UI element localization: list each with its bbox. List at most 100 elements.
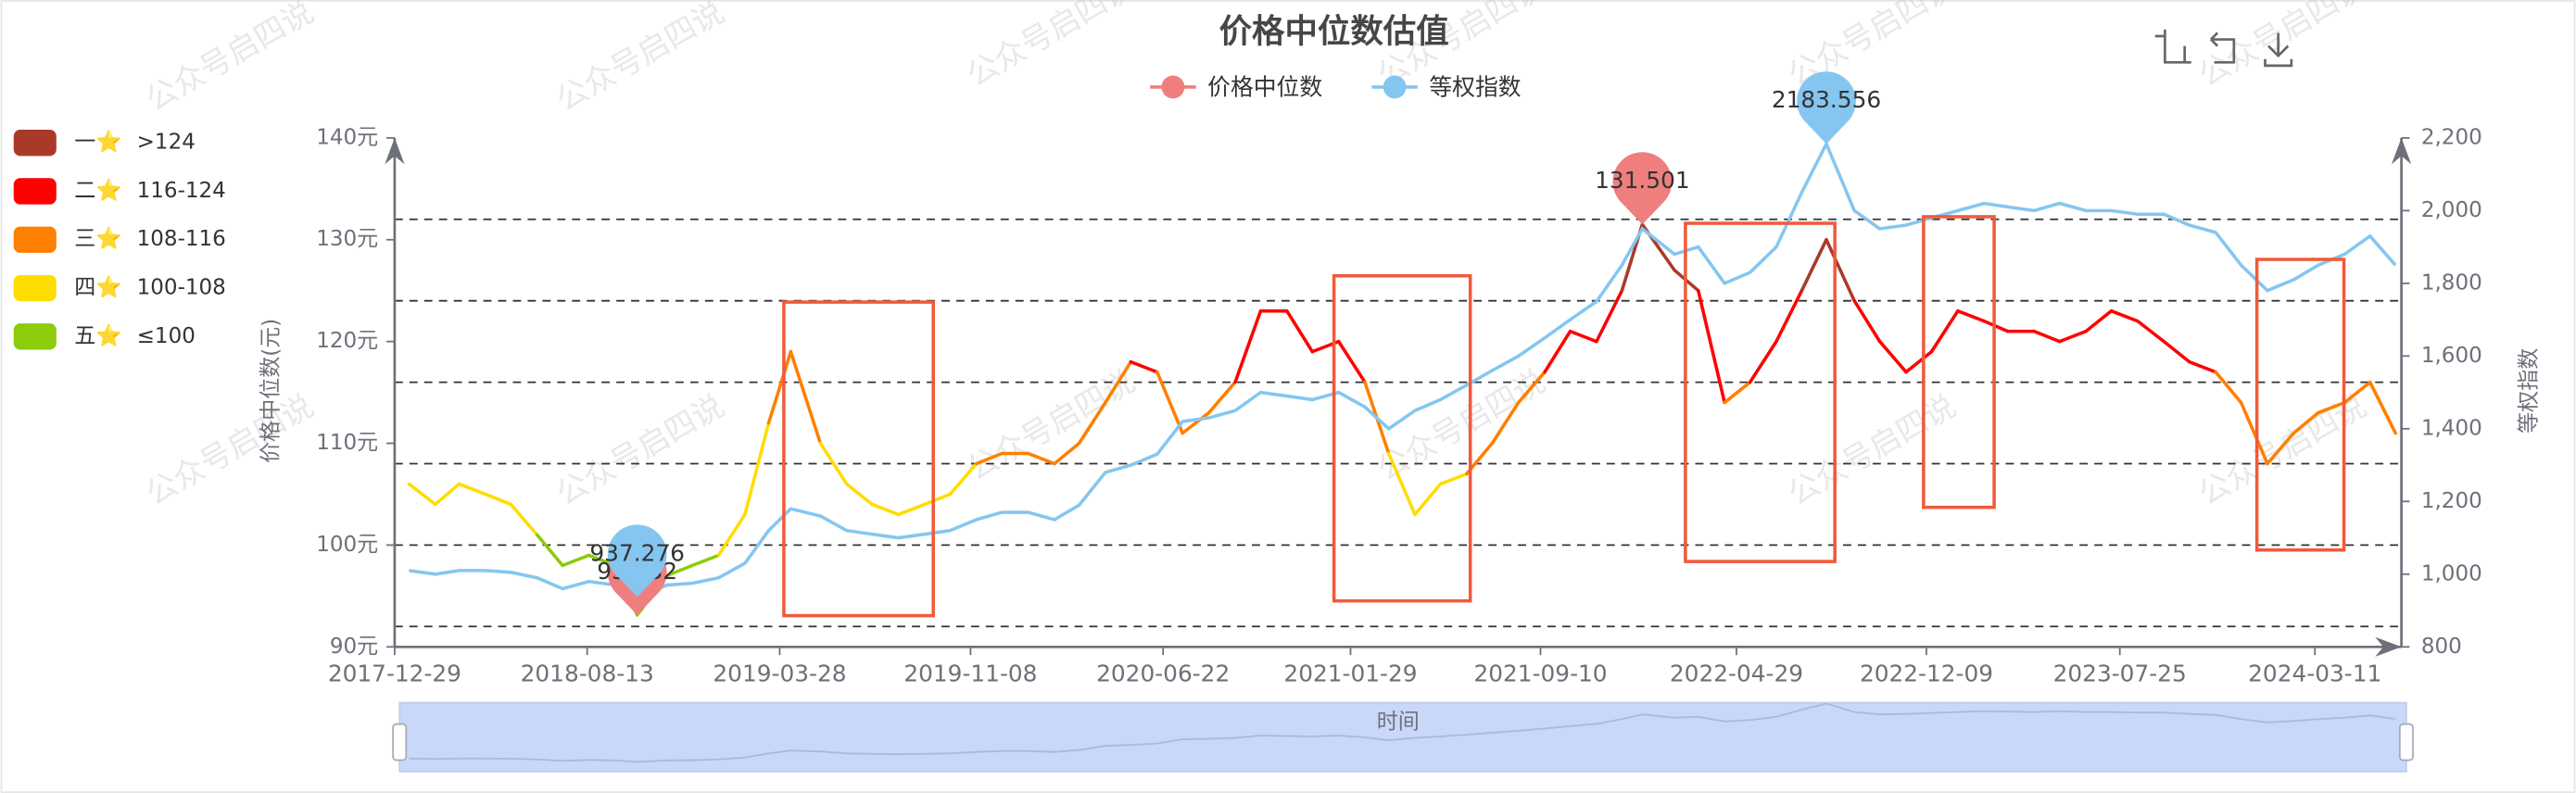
median-line-segment xyxy=(1748,339,1778,384)
median-line-segment xyxy=(561,553,591,568)
y-axis-arrow xyxy=(385,137,405,165)
median-line-segment xyxy=(1233,308,1263,384)
median-line-segment xyxy=(948,461,979,497)
median-line-segment xyxy=(2109,308,2140,323)
y-tick-label: 100元 xyxy=(316,533,378,557)
median-line-segment xyxy=(2214,370,2243,405)
median-line-segment xyxy=(896,502,927,517)
median-line-segment xyxy=(407,482,437,507)
x-tick-label: 2019-03-28 xyxy=(713,660,846,686)
x-tick-label: 2023-07-25 xyxy=(2053,660,2187,686)
median-line-segment xyxy=(1852,298,1882,344)
median-line-segment xyxy=(1026,451,1056,466)
y-tick-label: 120元 xyxy=(316,329,378,353)
median-line-segment xyxy=(2136,319,2166,344)
median-line-segment xyxy=(923,492,953,507)
median-line-segment xyxy=(1697,288,1726,405)
data-zoom-window[interactable] xyxy=(399,702,2406,772)
x-tick-label: 2024-03-11 xyxy=(2248,660,2381,686)
median-line-segment xyxy=(2032,329,2062,344)
y2-axis-title: 等权指数 xyxy=(2517,348,2541,434)
median-line-segment xyxy=(870,502,901,517)
level-range: ≤100 xyxy=(137,324,196,348)
annotation-box xyxy=(1684,221,1837,563)
median-line-segment xyxy=(2342,380,2372,405)
median-line-segment xyxy=(2057,329,2088,344)
y2-tick-label: 1,400 xyxy=(2421,416,2482,440)
median-line-segment xyxy=(844,482,875,507)
mark-pin xyxy=(1612,152,1673,225)
annotation-box xyxy=(1332,273,1472,603)
x-axis-title: 时间 xyxy=(1377,710,1420,734)
chart-title: 价格中位数估值 xyxy=(1219,12,1449,50)
y2-tick-label: 1,800 xyxy=(2421,271,2482,295)
x-tick-label: 2021-09-10 xyxy=(1473,660,1607,686)
level-label: 三⭐ xyxy=(74,226,122,251)
median-line-segment xyxy=(484,492,513,507)
zoom-handle[interactable] xyxy=(2398,723,2414,762)
median-line-segment xyxy=(818,441,849,486)
level-swatch xyxy=(13,226,57,253)
x-tick-label: 2018-08-13 xyxy=(521,660,654,686)
restore-icon[interactable] xyxy=(2210,31,2236,64)
level-swatch xyxy=(13,274,57,302)
zoom-handle[interactable] xyxy=(392,723,408,762)
median-line-segment xyxy=(789,349,823,446)
median-line-segment xyxy=(1285,308,1315,354)
level-range: 116-124 xyxy=(137,179,226,203)
y2-tick-label: 1,600 xyxy=(2421,344,2482,368)
median-line-segment xyxy=(1053,441,1081,466)
median-line-segment xyxy=(743,421,771,517)
level-label: 一⭐ xyxy=(74,130,122,155)
annotation-box xyxy=(2254,258,2346,552)
median-line-segment xyxy=(1956,308,1987,323)
index-line xyxy=(409,140,2397,599)
annotation-box xyxy=(1922,215,1996,510)
x-tick-label: 2019-11-08 xyxy=(903,660,1037,686)
mark-pin xyxy=(607,524,667,598)
median-line-segment xyxy=(1982,319,2010,334)
x-axis-arrow xyxy=(2375,636,2402,657)
median-line-segment xyxy=(766,349,793,425)
median-line-segment xyxy=(716,512,747,558)
median-line-segment xyxy=(1336,339,1367,384)
y-tick-label: 110元 xyxy=(316,431,378,455)
median-line-segment xyxy=(1774,288,1804,344)
median-line-segment xyxy=(1386,451,1417,517)
median-line-segment xyxy=(975,451,1004,466)
mark-pin-label: 2183.556 xyxy=(1772,86,1881,113)
median-line-segment xyxy=(1077,400,1107,446)
plot: 90元 100元 110元 120元 130元 140元 800 1,000 1,200 1,40… xyxy=(316,71,2482,686)
zoom-icon[interactable] xyxy=(2154,29,2191,64)
y2-tick-label: 800 xyxy=(2421,635,2462,659)
y2-tick-label: 2,200 xyxy=(2421,125,2482,149)
y2-tick-label: 2,000 xyxy=(2421,198,2482,222)
y-axis-title: 价格中位数(元) xyxy=(259,319,283,463)
toolbox[interactable] xyxy=(2154,29,2293,68)
level-swatch xyxy=(13,323,57,350)
mark-pin-label: 937.276 xyxy=(589,539,685,566)
legend-label: 价格中位数 xyxy=(1207,74,1322,101)
mark-pin-label: 131.501 xyxy=(1595,167,1690,194)
level-swatch xyxy=(13,178,57,205)
zoom-preview xyxy=(409,702,2396,763)
median-line-segment xyxy=(1904,349,1934,374)
data-zoom[interactable] xyxy=(398,701,2407,773)
y-tick-label: 90元 xyxy=(330,635,378,659)
x-tick-label: 2022-04-29 xyxy=(1670,660,1803,686)
median-line-segment xyxy=(1543,329,1572,374)
median-line-segment xyxy=(1877,339,1908,374)
y2-tick-label: 1,000 xyxy=(2421,561,2482,585)
x-tick-label: 2020-06-22 xyxy=(1096,660,1230,686)
median-line-segment xyxy=(434,482,461,507)
download-icon[interactable] xyxy=(2264,32,2293,68)
median-line-segment xyxy=(2239,400,2269,466)
median-line-segment xyxy=(2292,410,2320,435)
median-line-segment xyxy=(1413,482,1443,517)
median-line-segment xyxy=(2368,380,2397,435)
level-range: >124 xyxy=(137,131,196,155)
median-line-segment xyxy=(1181,410,1211,435)
median-line-segment xyxy=(1825,237,1856,303)
